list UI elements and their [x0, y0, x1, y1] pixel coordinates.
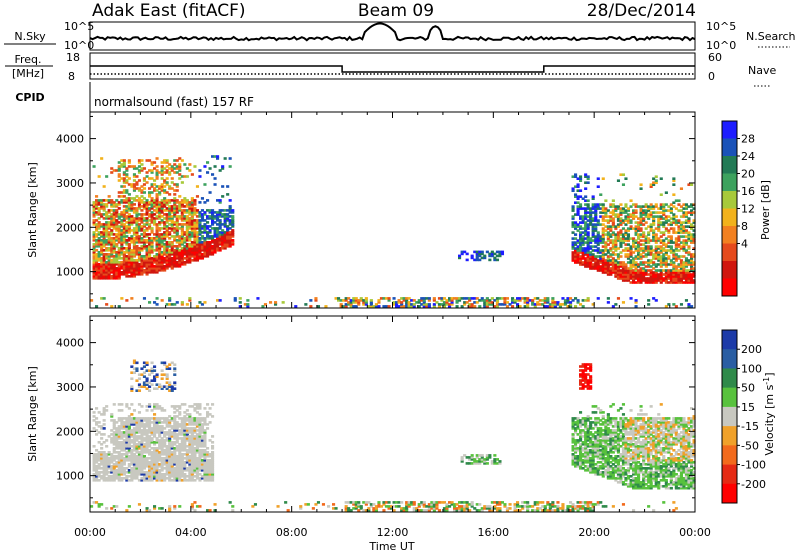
velocity-colorbar-swatch — [722, 465, 737, 485]
cpid-strip: normalsound (fast) 157 RF CPID — [15, 82, 254, 112]
nsearch-label: N.Search — [746, 30, 796, 43]
power-colorbar-label: Power [dB] — [759, 180, 772, 240]
power-colorbar-swatch — [722, 156, 737, 174]
frequency-strip: Freq. [MHz] 18 8 60 0 Nave — [5, 51, 776, 86]
velocity-colorbar-label: Velocity [m s-1] — [762, 372, 776, 455]
power-colorbar: 28 24 20 16 12 8 4 Power [dB] — [722, 121, 772, 296]
noise-tick-top-right: 10^5 — [706, 20, 736, 33]
frequency-trace — [90, 66, 695, 72]
nsky-label: N.Sky — [14, 30, 46, 43]
power-colorbar-swatch — [722, 174, 737, 192]
x-tick-label: 12:00 — [377, 526, 409, 539]
power-colorbar-tick-label: 24 — [741, 150, 755, 163]
x-tick-label: 00:00 — [74, 526, 106, 539]
x-tick-label: 16:00 — [477, 526, 509, 539]
station-title: Adak East (fitACF) — [92, 1, 246, 21]
velocity-colorbar-swatch — [722, 426, 737, 446]
velocity-colorbar-swatch — [722, 368, 737, 388]
nave-tick-top: 60 — [708, 51, 722, 64]
power-colorbar-swatch — [722, 209, 737, 227]
noise-trace — [90, 23, 695, 40]
noise-tick-top: 10^5 — [64, 20, 94, 33]
velocity-colorbar-swatch — [722, 388, 737, 408]
y-tick-label: 2000 — [56, 221, 84, 234]
x-tick-label: 08:00 — [276, 526, 308, 539]
power-colorbar-swatch — [722, 121, 737, 139]
freq-label: Freq. — [14, 53, 41, 66]
velocity-colorbar-tick-label: 100 — [741, 362, 762, 375]
y-tick-label: 3000 — [56, 381, 84, 394]
velocity-colorbar-swatch — [722, 445, 737, 465]
power-colorbar-swatch — [722, 191, 737, 209]
velocity-colorbar-tick-label: -15 — [741, 420, 759, 433]
power-colorbar-swatch — [722, 226, 737, 244]
y-tick-label: 1000 — [56, 470, 84, 483]
freq-unit-label: [MHz] — [12, 67, 44, 80]
freq-tick-bottom: 8 — [68, 70, 75, 83]
nave-label: Nave — [748, 64, 776, 77]
power-colorbar-tick-label: 20 — [741, 168, 755, 181]
power-colorbar-tick-label: 4 — [741, 238, 748, 251]
y-tick-label: 2000 — [56, 425, 84, 438]
power-colorbar-swatch — [722, 261, 737, 279]
y-tick-label: 4000 — [56, 337, 84, 350]
power-panel: 1000 2000 3000 4000 Slant Range [km] — [26, 112, 696, 308]
date-title: 28/Dec/2014 — [587, 1, 696, 21]
velocity-colorbar-tick-label: 50 — [741, 382, 755, 395]
velocity-colorbar-swatch — [722, 330, 737, 350]
velocity-colorbar-tick-label: -50 — [741, 439, 759, 452]
cpid-label: CPID — [15, 91, 44, 104]
x-tick-label: 00:00 — [679, 526, 711, 539]
velocity-colorbar-tick-label: 15 — [741, 401, 755, 414]
cpid-text: normalsound (fast) 157 RF — [94, 95, 254, 109]
velocity-colorbar: 200 100 50 15 -15 -50 -100 -200 Velocity [m s-1… — [722, 330, 776, 503]
velocity-colorbar-swatch — [722, 484, 737, 504]
power-colorbar-tick-label: 16 — [741, 185, 755, 198]
y-tick-label: 1000 — [56, 266, 84, 279]
freq-tick-top: 18 — [66, 51, 80, 64]
power-colorbar-swatch — [722, 139, 737, 157]
y-tick-label: 4000 — [56, 133, 84, 146]
power-colorbar-swatch — [722, 244, 737, 262]
velocity-ylabel: Slant Range [km] — [26, 366, 39, 462]
x-axis-label: Time UT — [368, 540, 414, 553]
velocity-panel: 1000 2000 3000 4000 Slant Range [km] — [26, 316, 696, 512]
velocity-colorbar-swatch — [722, 349, 737, 369]
beam-title: Beam 09 — [358, 1, 434, 21]
power-ylabel: Slant Range [km] — [26, 162, 39, 258]
velocity-colorbar-tick-label: -100 — [741, 459, 766, 472]
power-colorbar-tick-label: 8 — [741, 220, 748, 233]
nave-tick-bottom: 0 — [708, 70, 715, 83]
power-colorbar-tick-label: 12 — [741, 203, 755, 216]
x-tick-label: 20:00 — [578, 526, 610, 539]
x-tick-label: 04:00 — [175, 526, 207, 539]
power-colorbar-swatch — [722, 279, 737, 297]
velocity-colorbar-tick-label: -200 — [741, 478, 766, 491]
y-tick-label: 3000 — [56, 177, 84, 190]
velocity-colorbar-swatch — [722, 407, 737, 427]
velocity-colorbar-tick-label: 200 — [741, 343, 762, 356]
noise-strip: N.Sky 10^5 10^0 10^5 10^0 N.Search — [4, 20, 796, 52]
power-colorbar-tick-label: 28 — [741, 133, 755, 146]
